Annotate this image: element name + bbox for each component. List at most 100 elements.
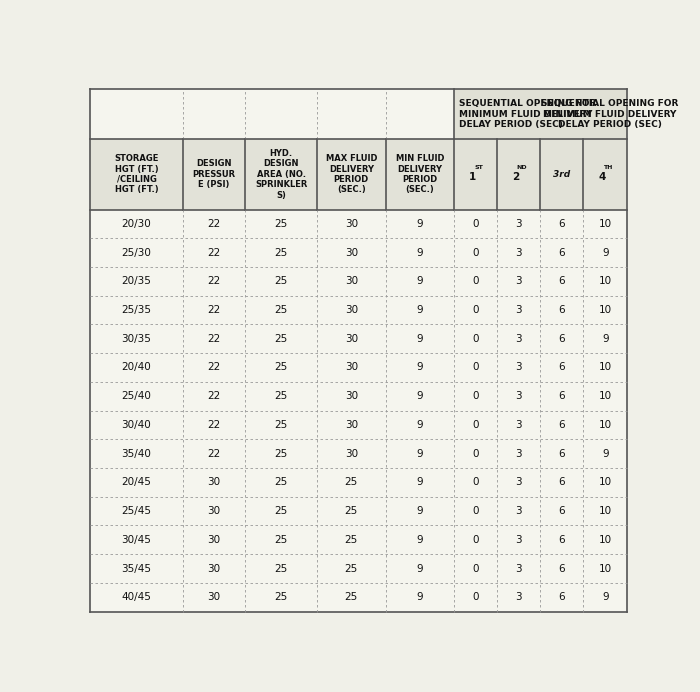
Text: 40/45: 40/45 — [122, 592, 151, 602]
Bar — [386, 554, 454, 583]
Text: 0: 0 — [473, 334, 479, 344]
Text: 25: 25 — [344, 592, 358, 602]
Bar — [454, 89, 627, 139]
Text: 0: 0 — [473, 391, 479, 401]
Bar — [90, 583, 183, 612]
Bar — [583, 295, 627, 325]
Text: 30: 30 — [207, 563, 220, 574]
Text: 6: 6 — [559, 506, 565, 516]
Bar — [246, 325, 317, 353]
Text: 10: 10 — [598, 563, 612, 574]
Bar — [183, 554, 246, 583]
Bar — [454, 583, 497, 612]
Bar — [183, 525, 246, 554]
Text: 9: 9 — [416, 248, 424, 257]
Text: 22: 22 — [207, 219, 220, 229]
Text: 9: 9 — [416, 391, 424, 401]
Text: 30: 30 — [344, 420, 358, 430]
Text: 6: 6 — [559, 248, 565, 257]
Bar — [454, 410, 497, 439]
Bar — [540, 583, 583, 612]
Text: 25: 25 — [274, 506, 288, 516]
Text: 3: 3 — [515, 334, 522, 344]
Text: 6: 6 — [559, 391, 565, 401]
Bar — [583, 353, 627, 382]
Text: 20/40: 20/40 — [122, 363, 151, 372]
Bar — [386, 139, 454, 210]
Bar — [90, 325, 183, 353]
Bar — [540, 325, 583, 353]
Text: 6: 6 — [559, 563, 565, 574]
Text: 6: 6 — [559, 592, 565, 602]
Bar — [183, 468, 246, 497]
Bar — [386, 410, 454, 439]
Text: 25: 25 — [344, 477, 358, 487]
Bar — [246, 238, 317, 267]
Bar — [246, 267, 317, 295]
Bar — [497, 139, 540, 210]
Bar — [246, 210, 317, 238]
Text: 0: 0 — [473, 276, 479, 286]
Text: 25: 25 — [274, 592, 288, 602]
Text: 10: 10 — [598, 391, 612, 401]
Bar — [386, 497, 454, 525]
Bar — [497, 382, 540, 410]
Text: 22: 22 — [207, 248, 220, 257]
Bar — [454, 353, 497, 382]
Text: 0: 0 — [473, 363, 479, 372]
Text: 3rd: 3rd — [553, 170, 570, 179]
Bar — [317, 497, 386, 525]
Bar — [497, 267, 540, 295]
Bar — [454, 468, 497, 497]
Text: 3: 3 — [515, 219, 522, 229]
Bar — [540, 353, 583, 382]
Text: 6: 6 — [559, 448, 565, 459]
Bar — [540, 295, 583, 325]
Text: 22: 22 — [207, 276, 220, 286]
Bar — [90, 382, 183, 410]
Bar — [183, 210, 246, 238]
Text: 25/30: 25/30 — [122, 248, 151, 257]
Bar — [183, 410, 246, 439]
Text: 9: 9 — [416, 506, 424, 516]
Bar — [90, 439, 183, 468]
Bar — [497, 497, 540, 525]
Text: 6: 6 — [559, 305, 565, 315]
Text: TH: TH — [603, 165, 612, 170]
Text: 9: 9 — [416, 420, 424, 430]
Text: 25: 25 — [274, 334, 288, 344]
Text: 2: 2 — [512, 172, 519, 182]
Bar — [386, 353, 454, 382]
Text: 3: 3 — [515, 535, 522, 545]
Bar — [454, 439, 497, 468]
Text: STORAGE
HGT (FT.)
/CEILING
HGT (FT.): STORAGE HGT (FT.) /CEILING HGT (FT.) — [114, 154, 159, 194]
Text: 30/35: 30/35 — [122, 334, 151, 344]
Text: 25: 25 — [274, 248, 288, 257]
Text: 9: 9 — [416, 276, 424, 286]
Bar — [317, 89, 386, 139]
Text: 9: 9 — [602, 592, 608, 602]
Text: 9: 9 — [416, 448, 424, 459]
Text: 9: 9 — [416, 334, 424, 344]
Text: 0: 0 — [473, 563, 479, 574]
Text: 22: 22 — [207, 420, 220, 430]
Bar — [317, 525, 386, 554]
Bar — [497, 583, 540, 612]
Bar — [454, 139, 497, 210]
Bar — [90, 525, 183, 554]
Bar — [454, 554, 497, 583]
Text: 30: 30 — [344, 219, 358, 229]
Bar — [183, 583, 246, 612]
Bar — [540, 267, 583, 295]
Bar — [386, 382, 454, 410]
Text: 20/35: 20/35 — [122, 276, 151, 286]
Text: 22: 22 — [207, 334, 220, 344]
Bar — [90, 497, 183, 525]
Text: 20/30: 20/30 — [122, 219, 151, 229]
Bar — [583, 267, 627, 295]
Bar — [497, 439, 540, 468]
Bar — [386, 267, 454, 295]
Text: 9: 9 — [602, 334, 608, 344]
Text: 9: 9 — [416, 219, 424, 229]
Bar — [454, 382, 497, 410]
